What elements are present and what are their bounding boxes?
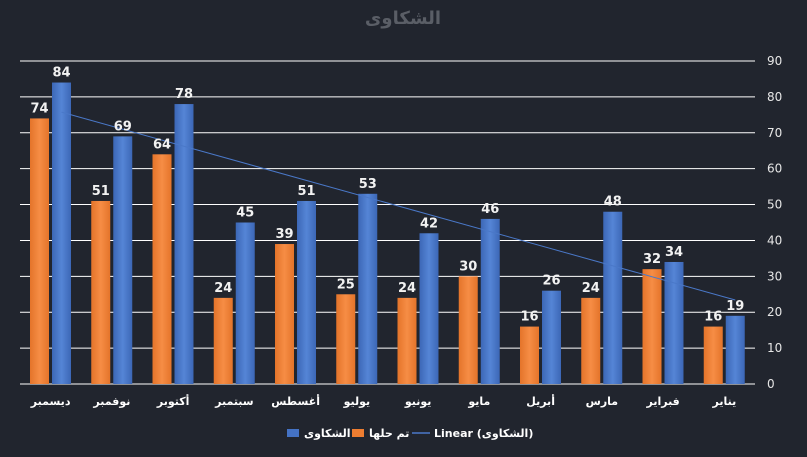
bar-resolved bbox=[336, 294, 356, 384]
y-tick-label: 70 bbox=[767, 126, 782, 140]
legend-label-resolved: تم حلها bbox=[369, 427, 409, 440]
x-tick-label: نوفمبر bbox=[92, 395, 130, 408]
bar-complaints bbox=[603, 211, 623, 384]
legend-label-complaints: الشكاوى bbox=[304, 427, 351, 440]
x-tick-label: أكتوبر bbox=[156, 394, 190, 408]
data-label-complaints: 26 bbox=[542, 274, 560, 289]
bar-resolved bbox=[520, 326, 539, 384]
legend-swatch-complaints bbox=[287, 429, 299, 437]
legend: الشكاوى تم حلها Linear (الشكاوى) bbox=[287, 427, 533, 440]
data-label-complaints: 46 bbox=[481, 202, 499, 217]
data-label-complaints: 84 bbox=[52, 66, 70, 81]
bar-complaints bbox=[297, 200, 316, 384]
bar-complaints bbox=[664, 261, 684, 384]
legend-label-trendline: Linear (الشكاوى) bbox=[434, 427, 533, 440]
data-label-resolved: 24 bbox=[398, 281, 416, 296]
data-label-resolved: 74 bbox=[30, 101, 48, 116]
x-tick-label: يوليو bbox=[343, 395, 371, 408]
data-label-complaints: 45 bbox=[236, 206, 254, 221]
x-tick-label: فبراير bbox=[645, 395, 679, 408]
bar-complaints bbox=[542, 290, 561, 384]
bar-complaints bbox=[113, 136, 133, 384]
data-label-resolved: 30 bbox=[459, 259, 477, 274]
axes: 0 10 20 30 40 50 60 70 80 90 ديسمبر نوفمبر أكتوبر سبت… bbox=[30, 54, 783, 408]
bar-complaints bbox=[52, 82, 71, 385]
y-tick-label: 30 bbox=[767, 269, 782, 283]
data-label-resolved: 51 bbox=[92, 184, 110, 199]
y-tick-label: 90 bbox=[767, 54, 782, 68]
bar-resolved bbox=[458, 276, 478, 384]
bar-resolved bbox=[581, 297, 601, 384]
bar-resolved bbox=[397, 297, 417, 384]
x-tick-label: أغسطس bbox=[271, 394, 320, 408]
data-label-resolved: 24 bbox=[214, 281, 232, 296]
x-tick-label: يناير bbox=[712, 395, 737, 408]
y-tick-label: 10 bbox=[767, 341, 782, 355]
data-label-resolved: 32 bbox=[643, 252, 661, 267]
bar-resolved bbox=[275, 244, 294, 384]
x-tick-label: يونيو bbox=[404, 395, 432, 408]
bar-resolved bbox=[91, 200, 111, 384]
data-label-complaints: 78 bbox=[175, 87, 193, 102]
data-labels: 74 51 64 24 39 25 24 30 16 24 32 16 84 69 78 45 51 53 42 46… bbox=[30, 66, 744, 325]
bar-complaints bbox=[480, 218, 500, 384]
bar-complaints bbox=[235, 222, 255, 384]
data-label-complaints: 19 bbox=[726, 299, 744, 314]
data-label-complaints: 48 bbox=[604, 195, 622, 210]
data-label-resolved: 25 bbox=[337, 277, 355, 292]
bar-resolved bbox=[642, 269, 662, 384]
data-label-complaints: 69 bbox=[114, 119, 132, 134]
data-label-complaints: 34 bbox=[665, 245, 683, 260]
bar-resolved bbox=[703, 326, 723, 384]
data-label-complaints: 51 bbox=[297, 184, 315, 199]
y-tick-label: 80 bbox=[767, 90, 782, 104]
trendline bbox=[61, 111, 736, 301]
y-tick-label: 60 bbox=[767, 162, 782, 176]
bar-resolved bbox=[152, 154, 172, 384]
x-tick-label: أبريل bbox=[526, 394, 555, 408]
y-tick-label: 0 bbox=[767, 377, 775, 391]
legend-swatch-resolved bbox=[352, 429, 364, 437]
chart-title: الشكاوى bbox=[365, 8, 441, 29]
bar-complaints bbox=[725, 315, 745, 384]
bar-complaints bbox=[419, 233, 439, 384]
bar-complaints bbox=[174, 104, 194, 385]
y-tick-label: 40 bbox=[767, 233, 782, 247]
bar-resolved bbox=[30, 118, 49, 384]
data-label-complaints: 42 bbox=[420, 216, 438, 231]
data-label-resolved: 39 bbox=[275, 227, 293, 242]
trendline-layer bbox=[61, 111, 736, 301]
data-label-complaints: 53 bbox=[359, 177, 377, 192]
y-tick-label: 50 bbox=[767, 198, 782, 212]
data-label-resolved: 16 bbox=[520, 310, 538, 325]
y-tick-label: 20 bbox=[767, 305, 782, 319]
data-label-resolved: 64 bbox=[153, 137, 171, 152]
gridlines bbox=[20, 60, 755, 385]
bars bbox=[30, 82, 745, 385]
data-label-resolved: 24 bbox=[582, 281, 600, 296]
data-label-resolved: 16 bbox=[704, 310, 722, 325]
x-tick-label: سبتمبر bbox=[214, 395, 254, 408]
x-tick-label: ديسمبر bbox=[30, 395, 71, 408]
bar-complaints bbox=[358, 193, 378, 384]
x-tick-label: مايو bbox=[467, 395, 490, 408]
bar-resolved bbox=[213, 297, 233, 384]
x-tick-label: مارس bbox=[586, 395, 618, 408]
